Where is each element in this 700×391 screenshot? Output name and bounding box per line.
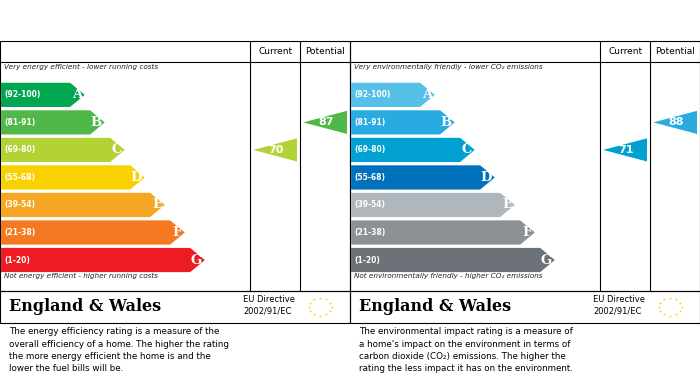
Polygon shape <box>351 221 535 245</box>
Polygon shape <box>1 83 85 107</box>
Text: F: F <box>523 226 532 239</box>
Text: England & Wales: England & Wales <box>358 298 511 316</box>
Polygon shape <box>351 110 455 135</box>
Polygon shape <box>1 193 164 217</box>
Polygon shape <box>603 138 647 161</box>
Text: Environmental Impact (CO₂) Rating: Environmental Impact (CO₂) Rating <box>358 14 621 27</box>
Text: B: B <box>441 116 452 129</box>
Text: D: D <box>130 171 142 184</box>
Text: 70: 70 <box>269 145 284 155</box>
Text: (81-91): (81-91) <box>355 118 386 127</box>
Text: C: C <box>461 143 472 156</box>
Polygon shape <box>653 111 697 134</box>
Text: The energy efficiency rating is a measure of the
overall efficiency of a home. T: The energy efficiency rating is a measur… <box>8 327 229 373</box>
Polygon shape <box>351 248 555 272</box>
Text: (1-20): (1-20) <box>4 255 30 265</box>
Text: (39-54): (39-54) <box>355 201 386 210</box>
Text: Potential: Potential <box>655 47 695 56</box>
Text: (21-38): (21-38) <box>355 228 386 237</box>
Text: Very environmentally friendly - lower CO₂ emissions: Very environmentally friendly - lower CO… <box>354 65 542 70</box>
Text: Very energy efficient - lower running costs: Very energy efficient - lower running co… <box>4 65 158 70</box>
Text: Not energy efficient - higher running costs: Not energy efficient - higher running co… <box>4 273 158 279</box>
Polygon shape <box>351 83 435 107</box>
Text: G: G <box>191 253 202 267</box>
Text: G: G <box>541 253 552 267</box>
Text: (39-54): (39-54) <box>4 201 36 210</box>
Polygon shape <box>1 248 205 272</box>
Text: F: F <box>173 226 182 239</box>
Polygon shape <box>1 165 145 190</box>
Text: D: D <box>480 171 492 184</box>
Text: (55-68): (55-68) <box>4 173 36 182</box>
Text: A: A <box>421 88 432 101</box>
Polygon shape <box>1 110 105 135</box>
Polygon shape <box>351 193 514 217</box>
Text: EU Directive
2002/91/EC: EU Directive 2002/91/EC <box>244 295 295 316</box>
Text: Not environmentally friendly - higher CO₂ emissions: Not environmentally friendly - higher CO… <box>354 273 542 279</box>
Text: Energy Efficiency Rating: Energy Efficiency Rating <box>8 14 192 27</box>
Text: The environmental impact rating is a measure of
a home's impact on the environme: The environmental impact rating is a mea… <box>358 327 573 373</box>
Text: Potential: Potential <box>305 47 345 56</box>
Text: (81-91): (81-91) <box>4 118 36 127</box>
Polygon shape <box>253 138 297 161</box>
Polygon shape <box>351 138 475 162</box>
Polygon shape <box>1 138 125 162</box>
Text: B: B <box>91 116 102 129</box>
Text: England & Wales: England & Wales <box>8 298 161 316</box>
Text: 71: 71 <box>618 145 634 155</box>
Text: E: E <box>152 199 162 212</box>
Text: 87: 87 <box>318 117 334 127</box>
Text: 88: 88 <box>668 117 684 127</box>
Text: (92-100): (92-100) <box>355 90 391 99</box>
Text: EU Directive
2002/91/EC: EU Directive 2002/91/EC <box>594 295 645 316</box>
Text: Current: Current <box>608 47 642 56</box>
Text: (69-80): (69-80) <box>4 145 36 154</box>
Polygon shape <box>303 111 347 134</box>
Polygon shape <box>1 221 185 245</box>
Text: (1-20): (1-20) <box>355 255 380 265</box>
Text: (55-68): (55-68) <box>355 173 386 182</box>
Text: (69-80): (69-80) <box>355 145 386 154</box>
Text: (21-38): (21-38) <box>4 228 36 237</box>
Polygon shape <box>351 165 495 190</box>
Text: E: E <box>502 199 512 212</box>
Text: Current: Current <box>258 47 292 56</box>
Text: (92-100): (92-100) <box>4 90 41 99</box>
Text: C: C <box>111 143 122 156</box>
Text: A: A <box>71 88 82 101</box>
